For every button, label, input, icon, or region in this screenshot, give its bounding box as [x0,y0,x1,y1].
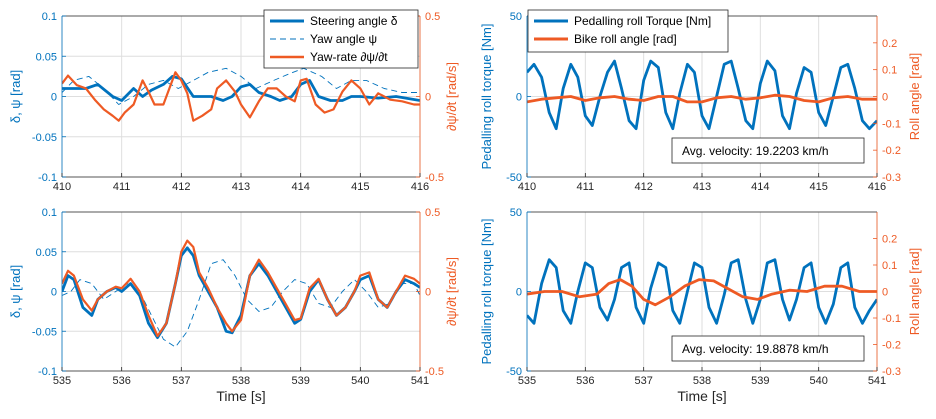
y-tick-label-left: 0.05 [36,51,57,63]
y-tick-label-left: 0.1 [42,207,57,219]
legend-label-2: Yaw angle ψ [310,32,377,46]
series-line-2 [527,278,877,307]
y-tick-label-left: -0.05 [32,326,57,338]
x-tick-label: 537 [172,375,190,387]
y-axis-label-left: δ, ψ [rad] [8,265,23,318]
y-tick-label-right: 0 [882,287,888,299]
y-tick-label-right: 0 [425,287,431,299]
x-tick-label: 414 [291,181,309,193]
x-tick-label: 539 [751,375,769,387]
legend-label-1: Steering angle δ [310,14,398,28]
y-tick-label-right: -0.3 [882,366,901,378]
y-tick-label-left: -50 [506,366,522,378]
x-tick-label: 415 [809,181,827,193]
x-axis-label: Time [s] [216,388,265,404]
x-tick-label: 412 [172,181,190,193]
y-axis-label-right: Roll angle [rad] [907,53,922,140]
x-tick-label: 536 [576,375,594,387]
y-axis-label-right: Roll angle [rad] [907,248,922,335]
y-tick-label-right: -0.1 [882,118,901,130]
y-tick-label-left: 50 [510,11,522,23]
x-tick-label: 411 [577,181,595,193]
annotation-box [671,335,865,362]
y-tick-label-right: -0.3 [882,172,901,184]
legend: Steering angle δ Yaw angle ψ Yaw-rate ∂ψ/∂… [263,9,419,69]
chart-panel-3: 535 536 537 538 539 540 541 -0.1 -0.05 0 0.05 0.1 -0… [8,207,459,404]
y-tick-label-right: 0.1 [882,260,897,272]
x-tick-label: 416 [868,181,886,193]
legend-box [527,9,729,53]
y-tick-label-right: 0.2 [882,38,897,50]
y-tick-label-left: 0 [51,287,57,299]
y-tick-label-right: -0.1 [882,313,901,325]
y-tick-label-right: -0.5 [425,172,444,184]
x-tick-label: 536 [112,375,130,387]
x-tick-label: 541 [868,375,886,387]
series-line-3 [62,239,420,338]
y-axis-label-left: Pedalling roll torque [Nm] [479,24,494,170]
legend: Pedalling roll Torque [Nm] Bike roll angl… [527,9,729,53]
x-tick-label: 538 [693,375,711,387]
y-tick-label-right: 0 [425,92,431,104]
x-tick-label: 415 [351,181,369,193]
legend-label-2: Bike roll angle [rad] [574,32,677,46]
y-axis-label-right: ∂ψ/∂t [rad/s] [444,257,459,326]
y-axis-label-right: ∂ψ/∂t [rad/s] [444,62,459,131]
y-tick-label-right: -0.5 [425,366,444,378]
x-tick-label: 541 [411,375,429,387]
y-tick-label-left: 0.1 [42,11,57,23]
chart-panel-1: 410 411 412 413 414 415 416 -0.1 -0.05 0 0.05 0.1 -0… [8,9,459,193]
y-tick-label-right: -0.2 [882,340,901,352]
series-line-1 [527,258,877,325]
y-tick-label-left: 0 [516,92,522,104]
velocity-annotation: Avg. velocity: 19.8878 km/h [682,342,829,356]
y-tick-label-right: -0.2 [882,145,901,157]
y-tick-label-right: 0.2 [882,234,897,246]
x-tick-label: 535 [53,375,71,387]
series-line-1 [527,59,877,131]
x-tick-label: 535 [518,375,536,387]
series-line-3 [62,71,420,122]
annotation-box [671,137,865,164]
y-tick-label-left: -0.1 [38,366,57,378]
y-tick-label-right: 0 [882,92,888,104]
chart-panel-2: 410 411 412 413 414 415 416 -50 0 50 -0.3 -0.2 -0.1 0… [479,9,922,193]
x-tick-label: 411 [113,181,131,193]
x-tick-label: 416 [411,181,429,193]
velocity-annotation: Avg. velocity: 19.2203 km/h [682,144,829,158]
y-tick-label-left: 0 [516,287,522,299]
y-tick-label-left: 50 [510,207,522,219]
x-tick-label: 410 [518,181,536,193]
y-axis-label-left: δ, ψ [rad] [8,70,23,123]
y-tick-label-left: 0 [51,92,57,104]
x-tick-label: 538 [232,375,250,387]
x-tick-label: 537 [634,375,652,387]
x-tick-label: 412 [634,181,652,193]
chart-panel-4: 535 536 537 538 539 540 541 -50 0 50 -0.3 -0.2 -0.1 0… [479,207,922,404]
x-tick-label: 540 [351,375,369,387]
legend-label-1: Pedalling roll Torque [Nm] [574,14,711,28]
x-tick-label: 539 [291,375,309,387]
series-line-2 [62,67,420,105]
series-line-2 [527,93,877,104]
y-tick-label-left: -50 [506,172,522,184]
x-tick-label: 414 [751,181,769,193]
legend-label-3: Yaw-rate ∂ψ/∂t [310,50,388,64]
x-tick-label: 413 [232,181,250,193]
y-tick-label-left: -0.05 [32,132,57,144]
y-tick-label-right: 0.1 [882,65,897,77]
x-tick-label: 410 [53,181,71,193]
y-tick-label-left: -0.1 [38,172,57,184]
series-line-1 [62,75,420,102]
x-tick-label: 540 [809,375,827,387]
y-tick-label-right: 0.5 [425,11,440,23]
y-axis-label-left: Pedalling roll torque [Nm] [479,219,494,365]
x-axis-label: Time [s] [677,388,726,404]
y-tick-label-right: 0.5 [425,207,440,219]
y-tick-label-left: 0.05 [36,247,57,259]
x-tick-label: 413 [693,181,711,193]
series-line-2 [62,259,420,348]
